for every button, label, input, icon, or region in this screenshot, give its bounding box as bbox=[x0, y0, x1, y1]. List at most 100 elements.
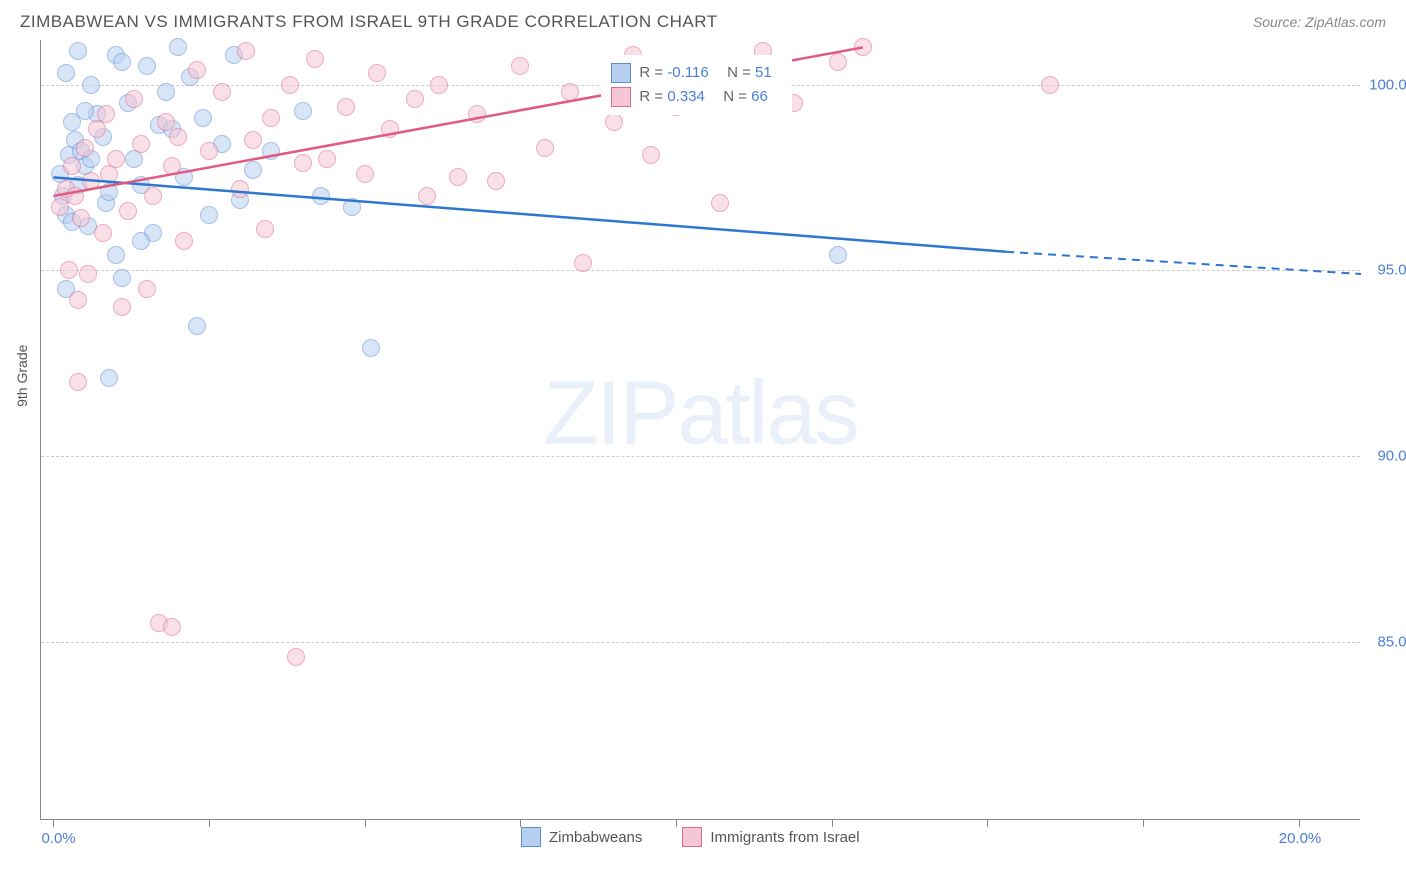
scatter-point bbox=[57, 64, 75, 82]
scatter-point bbox=[281, 76, 299, 94]
scatter-point bbox=[287, 648, 305, 666]
scatter-point bbox=[76, 139, 94, 157]
scatter-point bbox=[200, 206, 218, 224]
scatter-point bbox=[430, 76, 448, 94]
scatter-point bbox=[294, 102, 312, 120]
scatter-point bbox=[188, 317, 206, 335]
scatter-point bbox=[69, 291, 87, 309]
scatter-point bbox=[132, 135, 150, 153]
scatter-point bbox=[138, 280, 156, 298]
gridline bbox=[41, 456, 1360, 457]
scatter-point bbox=[79, 265, 97, 283]
scatter-point bbox=[237, 42, 255, 60]
stats-legend: R = -0.116 N = 51 R = 0.334 N = 66 bbox=[601, 55, 791, 115]
scatter-point bbox=[113, 53, 131, 71]
y-tick-label: 90.0% bbox=[1377, 448, 1406, 465]
legend-swatch bbox=[611, 87, 631, 107]
x-tick bbox=[1299, 819, 1300, 827]
scatter-point bbox=[381, 120, 399, 138]
stats-legend-row: R = -0.116 N = 51 bbox=[611, 61, 781, 85]
gridline bbox=[41, 642, 1360, 643]
scatter-point bbox=[163, 618, 181, 636]
stats-text: R = 0.334 N = 66 bbox=[639, 88, 777, 105]
series-legend: Zimbabweans Immigrants from Israel bbox=[521, 825, 860, 849]
scatter-point bbox=[854, 38, 872, 56]
scatter-point bbox=[418, 187, 436, 205]
legend-swatch bbox=[521, 827, 541, 847]
watermark: ZIPatlas bbox=[543, 362, 857, 465]
series-legend-label: Zimbabweans bbox=[549, 829, 642, 846]
scatter-point bbox=[100, 183, 118, 201]
scatter-point bbox=[125, 90, 143, 108]
scatter-point bbox=[69, 373, 87, 391]
y-tick-label: 85.0% bbox=[1377, 633, 1406, 650]
scatter-point bbox=[163, 157, 181, 175]
scatter-point bbox=[60, 261, 78, 279]
scatter-point bbox=[487, 172, 505, 190]
x-tick bbox=[365, 819, 366, 827]
scatter-point bbox=[1041, 76, 1059, 94]
x-tick bbox=[1143, 819, 1144, 827]
x-tick bbox=[53, 819, 54, 827]
scatter-point bbox=[256, 220, 274, 238]
scatter-point bbox=[107, 246, 125, 264]
scatter-point bbox=[76, 102, 94, 120]
stats-text: R = -0.116 N = 51 bbox=[639, 64, 781, 81]
scatter-point bbox=[132, 232, 150, 250]
x-axis-left-label: 0.0% bbox=[41, 830, 75, 847]
series-legend-item: Zimbabweans bbox=[521, 825, 642, 849]
scatter-point bbox=[69, 42, 87, 60]
scatter-point bbox=[294, 154, 312, 172]
source-attribution: Source: ZipAtlas.com bbox=[1253, 14, 1386, 30]
scatter-point bbox=[97, 105, 115, 123]
scatter-point bbox=[82, 76, 100, 94]
x-tick bbox=[209, 819, 210, 827]
scatter-point bbox=[119, 202, 137, 220]
legend-swatch bbox=[611, 63, 631, 83]
scatter-point bbox=[262, 109, 280, 127]
scatter-point bbox=[72, 209, 90, 227]
scatter-point bbox=[343, 198, 361, 216]
scatter-point bbox=[244, 161, 262, 179]
scatter-point bbox=[138, 57, 156, 75]
scatter-point bbox=[51, 198, 69, 216]
scatter-point bbox=[194, 109, 212, 127]
scatter-point bbox=[829, 53, 847, 71]
scatter-point bbox=[406, 90, 424, 108]
scatter-point bbox=[169, 128, 187, 146]
scatter-point bbox=[449, 168, 467, 186]
scatter-point bbox=[63, 157, 81, 175]
plot-area: ZIPatlas 85.0%90.0%95.0%100.0%0.0%20.0%R… bbox=[40, 40, 1360, 820]
scatter-point bbox=[362, 339, 380, 357]
gridline bbox=[41, 270, 1360, 271]
scatter-point bbox=[642, 146, 660, 164]
scatter-point bbox=[213, 83, 231, 101]
series-legend-item: Immigrants from Israel bbox=[682, 825, 859, 849]
scatter-point bbox=[306, 50, 324, 68]
stats-legend-row: R = 0.334 N = 66 bbox=[611, 85, 781, 109]
x-axis-right-label: 20.0% bbox=[1279, 830, 1322, 847]
y-axis-label: 9th Grade bbox=[14, 345, 30, 407]
scatter-point bbox=[113, 298, 131, 316]
trend-lines bbox=[41, 40, 1361, 820]
scatter-point bbox=[200, 142, 218, 160]
legend-swatch bbox=[682, 827, 702, 847]
scatter-point bbox=[318, 150, 336, 168]
scatter-point bbox=[169, 38, 187, 56]
scatter-point bbox=[312, 187, 330, 205]
scatter-point bbox=[829, 246, 847, 264]
y-tick-label: 100.0% bbox=[1369, 76, 1406, 93]
scatter-point bbox=[157, 83, 175, 101]
chart-title: ZIMBABWEAN VS IMMIGRANTS FROM ISRAEL 9TH… bbox=[20, 12, 718, 32]
scatter-point bbox=[511, 57, 529, 75]
scatter-point bbox=[100, 369, 118, 387]
scatter-point bbox=[175, 232, 193, 250]
chart-wrapper: 9th Grade ZIPatlas 85.0%90.0%95.0%100.0%… bbox=[40, 40, 1386, 820]
scatter-point bbox=[144, 187, 162, 205]
y-tick-label: 95.0% bbox=[1377, 262, 1406, 279]
scatter-point bbox=[561, 83, 579, 101]
scatter-point bbox=[94, 224, 112, 242]
scatter-point bbox=[368, 64, 386, 82]
scatter-point bbox=[337, 98, 355, 116]
scatter-point bbox=[244, 131, 262, 149]
